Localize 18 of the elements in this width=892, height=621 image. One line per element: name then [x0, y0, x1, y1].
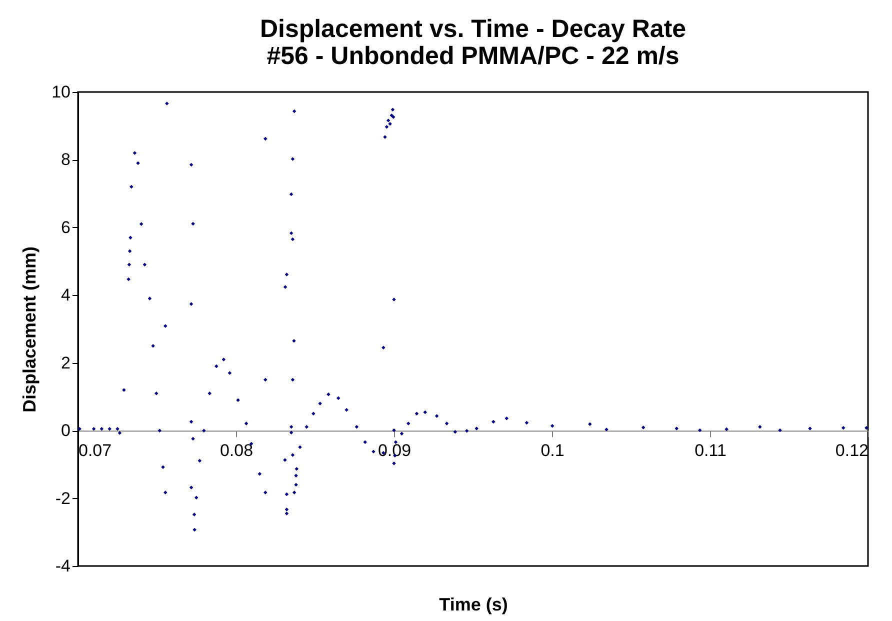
y-axis-title: Displacement (mm)	[20, 246, 40, 413]
y-tick-label: 0	[61, 421, 70, 440]
y-tick-label: -2	[55, 488, 70, 508]
x-tick-label: 0.09	[378, 441, 412, 460]
y-tick-label: 2	[61, 353, 70, 372]
x-tick-label: 0.1	[540, 441, 564, 460]
x-tick-label: 0.07	[78, 441, 112, 460]
chart-title: Displacement vs. Time - Decay Rate	[260, 15, 686, 43]
y-tick-label: 6	[61, 218, 70, 237]
y-tick-label: 10	[52, 82, 70, 102]
x-tick-label: 0.11	[694, 441, 726, 460]
x-tick-label: 0.12	[835, 441, 868, 460]
x-axis-title: Time (s)	[439, 594, 508, 614]
y-tick-label: 8	[61, 150, 70, 170]
y-tick-label: 4	[61, 286, 70, 305]
y-tick-label: -4	[55, 556, 70, 576]
chart-subtitle: #56 - Unbonded PMMA/PC - 22 m/s	[266, 42, 680, 70]
x-tick-label: 0.08	[220, 441, 254, 460]
